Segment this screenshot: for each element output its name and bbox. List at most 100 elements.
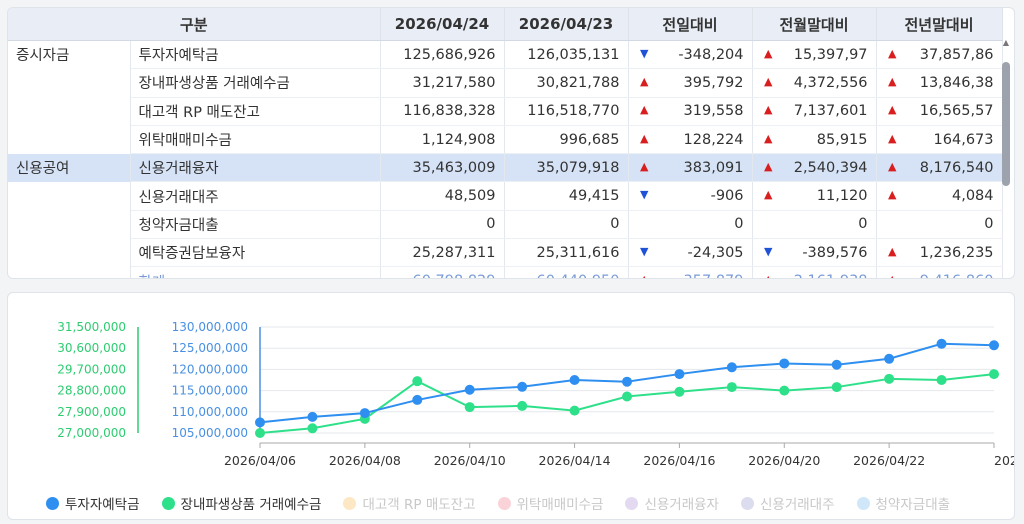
data-point	[307, 411, 318, 422]
legend-item[interactable]: 투자자예탁금	[46, 493, 140, 513]
value-date1: 0	[380, 210, 505, 240]
col-header-day-change[interactable]: 전일대비	[628, 8, 753, 41]
day-change-cell: ▲ 357,879	[628, 266, 753, 278]
value-date1: 31,217,580	[380, 68, 505, 98]
legend-item[interactable]: 장내파생상품 거래예수금	[161, 493, 321, 513]
data-point	[569, 375, 580, 385]
change-value: 2,540,394	[793, 159, 868, 176]
legend-item[interactable]: 신용거래융자	[625, 493, 719, 513]
table-row[interactable]: 증시자금 투자자예탁금 125,686,926 126,035,131 ▼ -348,20…	[8, 40, 1003, 70]
arrow-down-icon: ▼	[640, 46, 649, 60]
change-value: 0	[858, 216, 868, 233]
change-value: 8,176,540	[919, 159, 994, 176]
legend-label: 투자자예탁금	[65, 497, 140, 513]
legend-label: 청약자금대출	[875, 497, 951, 513]
y-axis-tick-label: 125,000,000	[172, 341, 248, 355]
row-item-label: 예탁증권담보융자	[130, 238, 381, 268]
legend-item[interactable]: 신용거래대주	[740, 493, 835, 513]
table-row[interactable]: 위탁매매미수금 1,124,908 996,685 ▲ 128,224 ▲ 85,915 ▲ 1…	[8, 125, 1003, 155]
day-change-cell: 0	[628, 210, 753, 240]
col-header-date1[interactable]: 2026/04/24	[380, 8, 505, 41]
value-date1: 1,124,908	[380, 125, 505, 155]
change-value: 16,565,57	[919, 103, 994, 120]
x-axis-tick-label: 2026/04	[994, 453, 1014, 468]
arrow-up-icon: ▲	[888, 103, 897, 117]
x-axis-tick-label: 2026/04/14	[539, 453, 611, 468]
change-value: 128,224	[683, 131, 744, 148]
table-row[interactable]: 청약자금대출 0 0 0 0 0	[8, 210, 1003, 240]
change-value: -348,204	[678, 46, 744, 63]
col-header-category[interactable]: 구분	[8, 8, 381, 41]
col-header-date2[interactable]: 2026/04/23	[504, 8, 629, 41]
change-value: 0	[734, 216, 744, 233]
legend-item[interactable]: 위탁매매미수금	[497, 493, 603, 513]
legend-item[interactable]: 청약자금대출	[856, 493, 951, 513]
change-value: 319,558	[683, 103, 744, 120]
arrow-up-icon: ▲	[764, 46, 773, 60]
y-axis-tick-label: 115,000,000	[172, 384, 248, 398]
data-point	[884, 373, 895, 384]
data-point	[936, 338, 947, 349]
day-change-cell: ▼ -348,204	[628, 40, 753, 70]
change-value: 1,236,235	[919, 244, 994, 261]
scroll-up-arrow[interactable]: ▲	[1002, 38, 1010, 47]
row-category	[8, 266, 131, 278]
col-header-month-change[interactable]: 전월말대비	[752, 8, 877, 41]
row-category	[8, 181, 131, 211]
table-scrollbar[interactable]	[1002, 62, 1010, 186]
line-chart: 130,000,000 125,000,000 120,000,000 115,000…	[57, 320, 1014, 468]
change-value: 15,397,97	[793, 46, 868, 63]
x-axis-tick-label: 2026/04/16	[643, 453, 715, 468]
table-row[interactable]: 대고객 RP 매도잔고 116,838,328 116,518,770 ▲ 319,55…	[8, 97, 1003, 126]
table-row[interactable]: 예탁증권담보융자 25,287,311 25,311,616 ▼ -24,305 ▼ -38…	[8, 238, 1003, 268]
month-change-cell: ▲ 4,372,556	[752, 68, 877, 98]
value-date1: 25,287,311	[380, 238, 505, 268]
row-category	[8, 68, 131, 98]
arrow-down-icon: ▼	[640, 244, 649, 258]
table-row[interactable]: 장내파생상품 거래예수금 31,217,580 30,821,788 ▲ 395,792…	[8, 68, 1003, 98]
table-row[interactable]: 신용거래대주 48,509 49,415 ▼ -906 ▲ 11,120 ▲ 4,084	[8, 181, 1003, 211]
month-change-cell: ▲ 11,120	[752, 181, 877, 211]
arrow-up-icon: ▲	[764, 188, 773, 202]
arrow-up-icon: ▲	[888, 244, 897, 258]
change-value: 9,416,860	[920, 273, 994, 278]
day-change-cell: ▲ 128,224	[628, 125, 753, 155]
chart-legend: 투자자예탁금 장내파생상품 거래예수금 대고객 RP 매도잔고 위탁매매미수금 신용거래…	[46, 493, 950, 513]
legend-item[interactable]: 대고객 RP 매도잔고	[343, 493, 476, 513]
arrow-up-icon: ▲	[764, 103, 773, 117]
arrow-up-icon: ▲	[888, 46, 897, 60]
data-point	[307, 423, 318, 434]
day-change-cell: ▼ -906	[628, 181, 753, 211]
y2-axis-tick-label: 27,900,000	[57, 405, 126, 419]
value-date2: 25,311,616	[504, 238, 629, 268]
col-header-year-change[interactable]: 전년말대비	[876, 8, 1003, 41]
row-item-label: 청약자금대출	[130, 210, 381, 240]
value-date2: 116,518,770	[504, 97, 629, 126]
change-value: 7,137,601	[793, 103, 868, 120]
change-value: 13,846,38	[919, 74, 994, 91]
value-date2: 0	[504, 210, 629, 240]
row-item-label: 신용거래대주	[130, 181, 381, 211]
arrow-up-icon: ▲	[640, 131, 649, 145]
arrow-up-icon: ▲	[640, 103, 649, 117]
legend-label: 대고객 RP 매도잔고	[362, 497, 476, 513]
y-axis-tick-label: 130,000,000	[172, 320, 248, 334]
data-point	[989, 340, 999, 351]
y2-axis-tick-label: 30,600,000	[57, 341, 126, 355]
month-change-cell: ▲ 2,161,938	[752, 266, 877, 278]
change-value: 2,161,938	[794, 273, 868, 278]
table-row[interactable]: 합계60,798,82960,440,950 ▲ 357,879 ▲ 2,161,938…	[8, 266, 1003, 278]
arrow-up-icon: ▲	[764, 131, 773, 145]
row-item-label: 합계	[130, 266, 381, 278]
arrow-up-icon: ▲	[888, 74, 897, 88]
table-row[interactable]: 신용공여 신용거래융자 35,463,009 35,079,918 ▲ 383,091 ▲ 2…	[8, 153, 1003, 183]
change-value: 164,673	[933, 131, 994, 148]
value-date2: 60,440,950	[504, 266, 629, 278]
change-value: -24,305	[687, 244, 744, 261]
year-change-cell: ▲ 8,176,540	[876, 153, 1003, 183]
arrow-up-icon: ▲	[640, 74, 649, 88]
month-change-cell: ▲ 85,915	[752, 125, 877, 155]
year-change-cell: 0	[876, 210, 1003, 240]
year-change-cell: ▲ 9,416,860	[876, 266, 1003, 278]
legend-dot-icon	[497, 496, 511, 510]
